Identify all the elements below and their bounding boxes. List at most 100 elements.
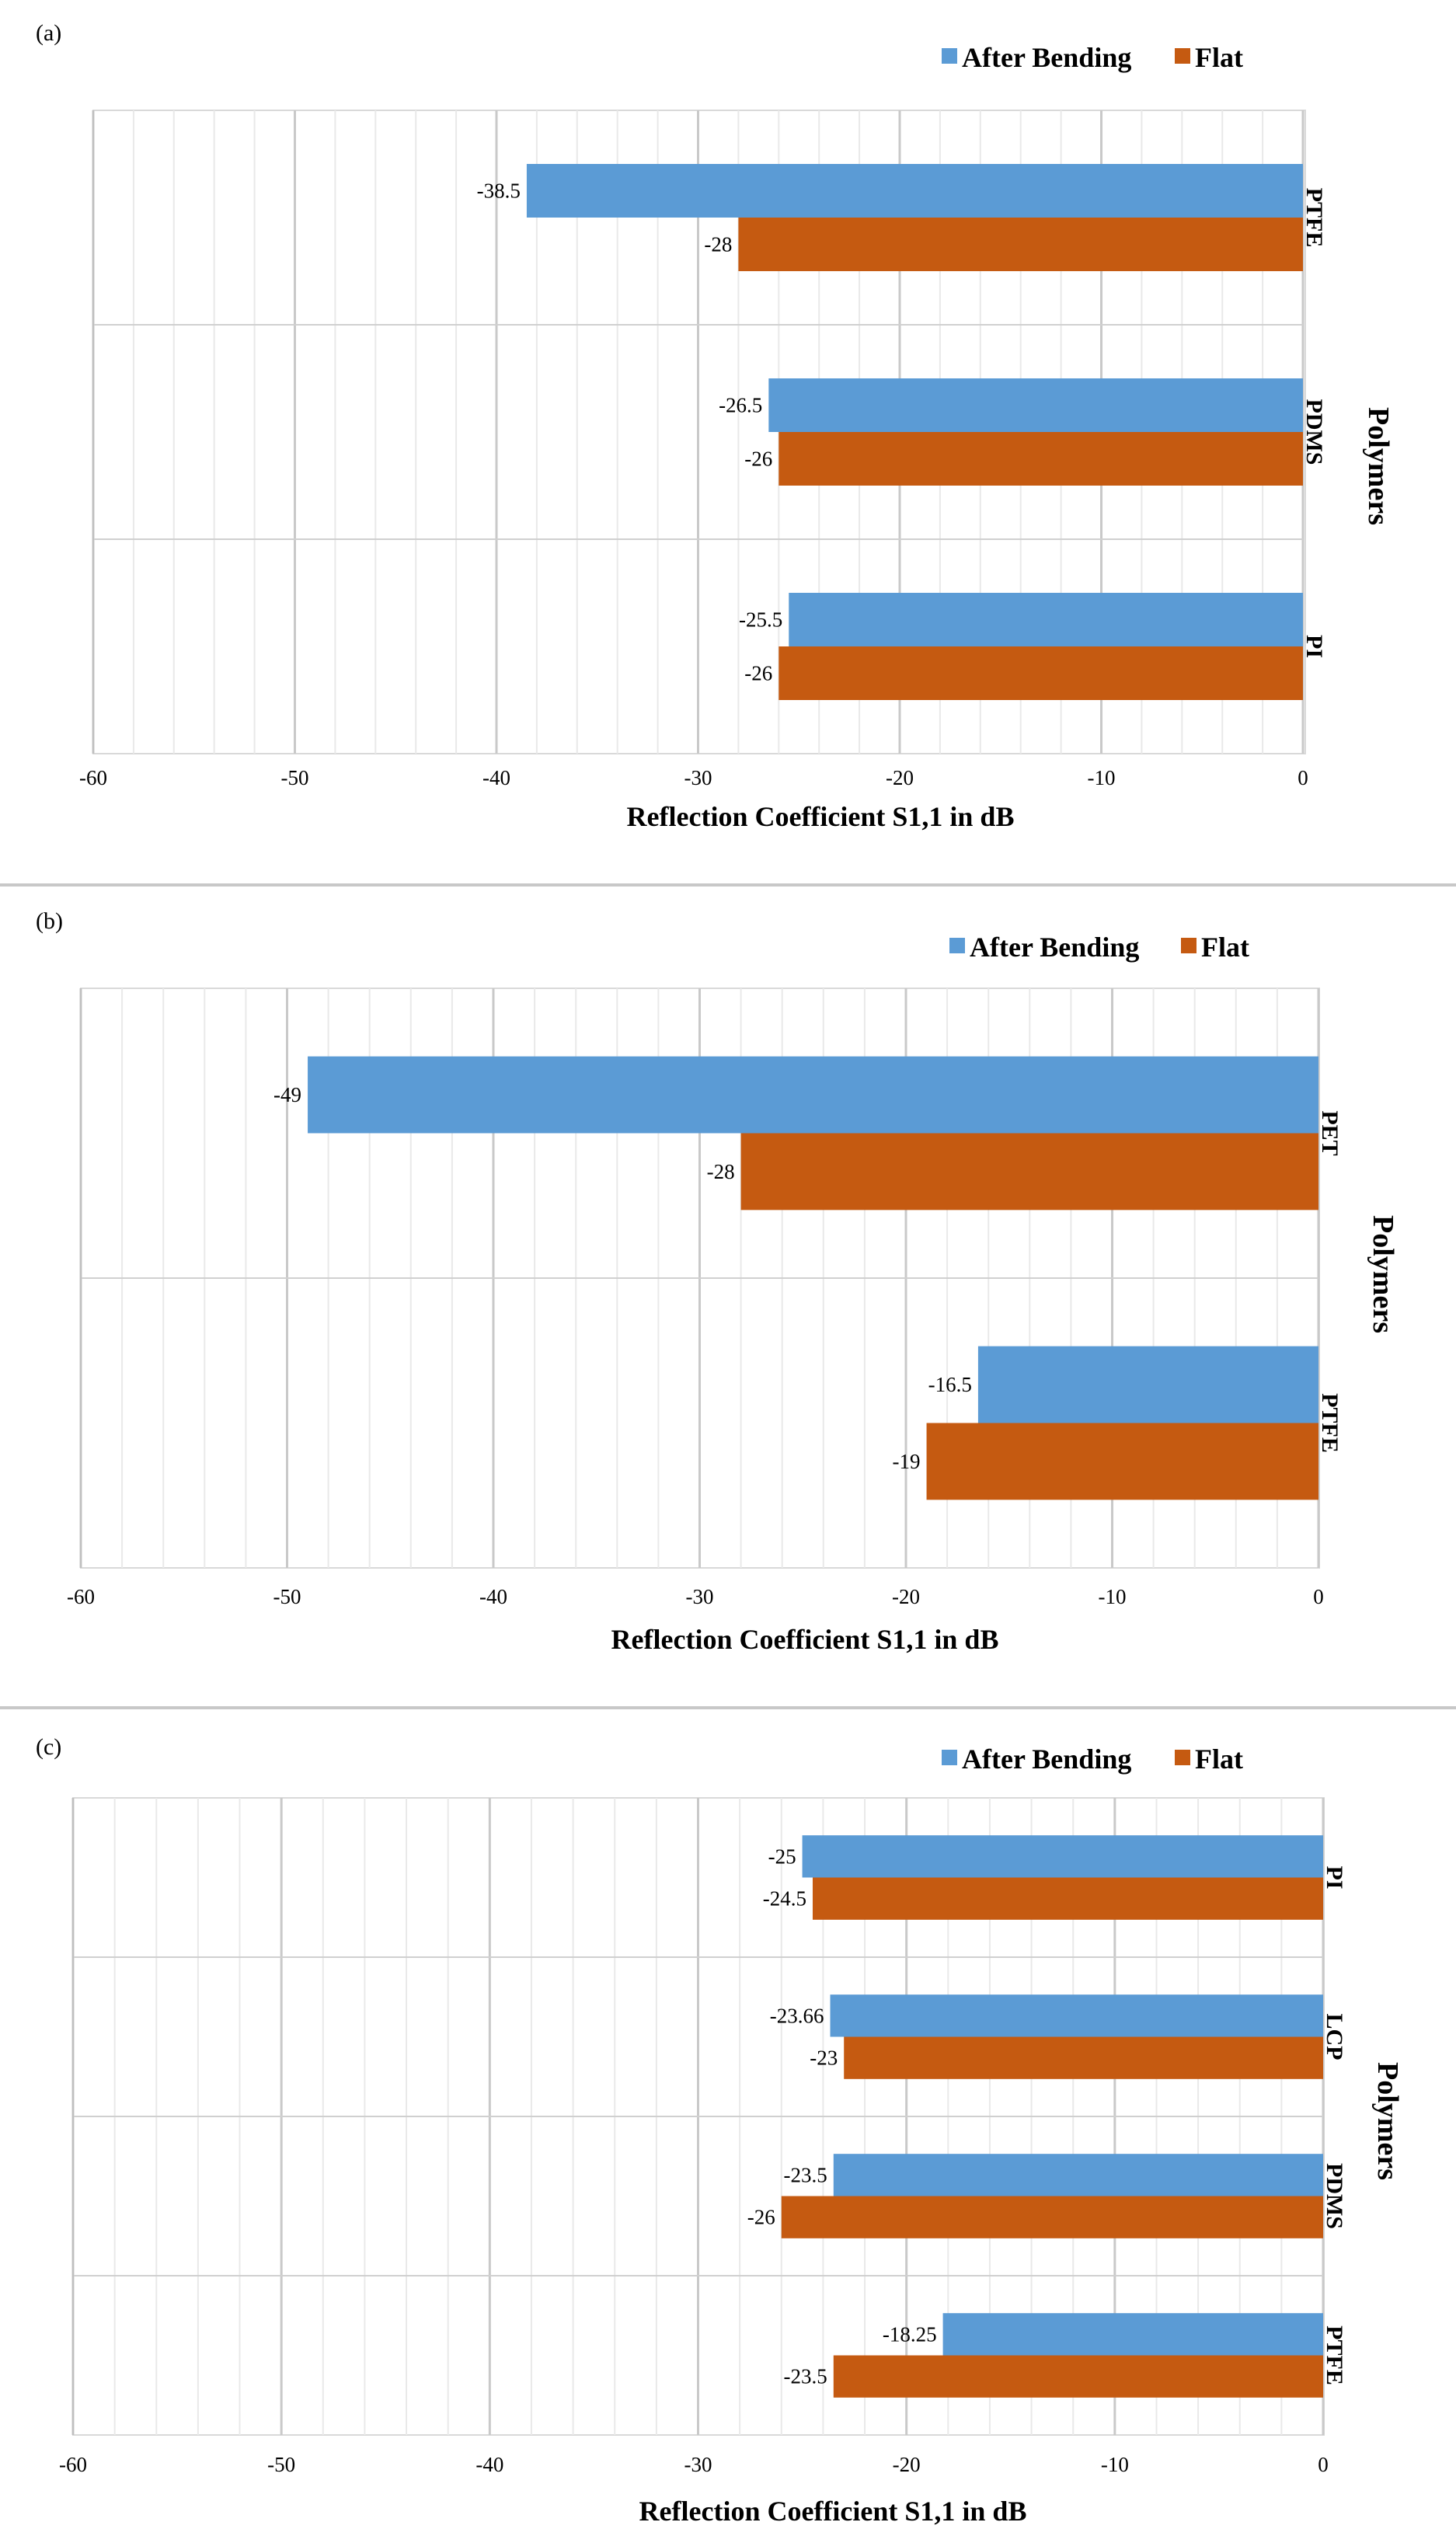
x-tick-label: -40 bbox=[475, 2453, 503, 2476]
bar-after-bending-ptfe bbox=[526, 164, 1303, 218]
chart-panel-c: (c) After Bending Flat -25 -24.5 -23.66 -23… bbox=[36, 1734, 1404, 2527]
data-label: -28 bbox=[704, 233, 732, 256]
data-label: -23.5 bbox=[784, 2365, 827, 2388]
legend: After Bending Flat bbox=[942, 42, 1243, 73]
x-tick-labels: -60 -50 -40 -30 -20 -10 0 bbox=[67, 1585, 1324, 1608]
bar-after-bending-lcp bbox=[830, 1994, 1323, 2037]
bars bbox=[308, 1056, 1318, 1500]
category-label-pdms: PDMS bbox=[1301, 399, 1327, 465]
data-labels: -38.5 -28 -26.5 -26 -25.5 -26 bbox=[477, 179, 783, 685]
x-tick-labels: -60 -50 -40 -30 -20 -10 0 bbox=[79, 766, 1308, 789]
category-labels: PET PTFE bbox=[1317, 1110, 1343, 1453]
gridlines bbox=[71, 1798, 1325, 2435]
data-label: -26 bbox=[747, 2206, 775, 2229]
x-tick-label: 0 bbox=[1318, 2453, 1329, 2476]
x-tick-label: -50 bbox=[267, 2453, 295, 2476]
legend-label-after-bending: After Bending bbox=[970, 932, 1139, 963]
data-label: -19 bbox=[893, 1450, 921, 1473]
x-axis-title: Reflection Coefficient S1,1 in dB bbox=[611, 1624, 999, 1655]
data-label: -25.5 bbox=[739, 608, 782, 632]
x-tick-label: -50 bbox=[281, 766, 309, 789]
x-tick-label: -20 bbox=[892, 1585, 920, 1608]
x-tick-label: -30 bbox=[684, 2453, 712, 2476]
chart-panel-b: (b) After Bending Flat -49 -28 -16.5 -19 PE… bbox=[36, 908, 1399, 1655]
legend-swatch-flat bbox=[1181, 938, 1196, 953]
x-tick-label: -10 bbox=[1101, 2453, 1129, 2476]
bar-after-bending-ptfe bbox=[977, 1346, 1318, 1423]
bar-after-bending-pet bbox=[308, 1056, 1318, 1134]
bar-after-bending-pi bbox=[802, 1835, 1323, 1878]
legend-label-after-bending: After Bending bbox=[962, 1744, 1131, 1775]
legend: After Bending Flat bbox=[949, 932, 1249, 963]
chart-panel-a: (a) After Bending Flat -38.5-28-26.5-26-… bbox=[36, 20, 1395, 832]
x-tick-labels: -60 -50 -40 -30 -20 -10 0 bbox=[59, 2453, 1329, 2476]
category-label-ptfe: PTFE bbox=[1317, 1393, 1343, 1453]
category-label-pi: PI bbox=[1301, 635, 1327, 658]
y-axis-title: Polymers bbox=[1362, 407, 1395, 525]
x-tick-label: -30 bbox=[686, 1585, 714, 1608]
data-label: -18.25 bbox=[883, 2322, 937, 2346]
x-tick-label: -20 bbox=[886, 766, 914, 789]
legend-swatch-after-bending bbox=[949, 938, 965, 953]
x-axis-title: Reflection Coefficient S1,1 in dB bbox=[627, 801, 1015, 832]
data-label: -16.5 bbox=[928, 1373, 972, 1396]
category-label-pdms: PDMS bbox=[1322, 2163, 1347, 2229]
data-label: -23.5 bbox=[784, 2163, 827, 2186]
panel-label: (b) bbox=[36, 908, 63, 934]
data-labels: -49 -28 -16.5 -19 bbox=[273, 1083, 972, 1473]
x-tick-label: -40 bbox=[482, 766, 510, 789]
data-label: -38.5 bbox=[477, 179, 521, 203]
data-label: -25 bbox=[768, 1845, 796, 1868]
panel-label: (c) bbox=[36, 1734, 61, 1760]
bar-flat-lcp bbox=[844, 2036, 1323, 2079]
category-label-pi: PI bbox=[1322, 1866, 1347, 1890]
data-label: -28 bbox=[707, 1160, 735, 1183]
bar-after-bending-ptfe bbox=[942, 2313, 1323, 2356]
legend-label-flat: Flat bbox=[1195, 1744, 1243, 1775]
data-label: -24.5 bbox=[763, 1887, 806, 1911]
legend-label-flat: Flat bbox=[1201, 932, 1249, 963]
bar-flat-pi bbox=[779, 646, 1303, 700]
bar-after-bending-pdms bbox=[768, 378, 1303, 432]
bar-flat-pi bbox=[812, 1877, 1323, 1920]
category-label-pet: PET bbox=[1317, 1110, 1343, 1155]
y-axis-title: Polymers bbox=[1371, 2062, 1404, 2180]
bar-after-bending-pdms bbox=[833, 2154, 1323, 2196]
data-label: -26 bbox=[744, 662, 772, 685]
legend-swatch-flat bbox=[1175, 1750, 1190, 1765]
x-tick-label: -10 bbox=[1099, 1585, 1127, 1608]
x-tick-label: 0 bbox=[1298, 766, 1308, 789]
x-tick-label: -20 bbox=[893, 2453, 921, 2476]
x-tick-label: -10 bbox=[1088, 766, 1116, 789]
x-axis-title: Reflection Coefficient S1,1 in dB bbox=[639, 2496, 1027, 2527]
data-label: -26.5 bbox=[719, 394, 762, 417]
data-label: -23.66 bbox=[770, 2004, 824, 2027]
bar-after-bending-pi bbox=[789, 593, 1303, 646]
bar-flat-ptfe bbox=[833, 2355, 1323, 2398]
bar-flat-pdms bbox=[779, 432, 1303, 486]
x-tick-label: 0 bbox=[1313, 1585, 1324, 1608]
data-label: -49 bbox=[273, 1083, 301, 1106]
legend-swatch-after-bending bbox=[942, 48, 957, 64]
legend-swatch-flat bbox=[1175, 48, 1190, 64]
data-label: -23 bbox=[810, 2047, 838, 2070]
bars bbox=[781, 1835, 1323, 2398]
bar-flat-ptfe bbox=[738, 218, 1303, 271]
x-tick-label: -30 bbox=[684, 766, 712, 789]
y-axis-title: Polymers bbox=[1367, 1215, 1399, 1333]
category-label-ptfe: PTFE bbox=[1301, 188, 1327, 248]
bars bbox=[526, 164, 1303, 700]
legend-label-flat: Flat bbox=[1195, 42, 1243, 73]
category-label-ptfe: PTFE bbox=[1322, 2325, 1347, 2385]
legend-label-after-bending: After Bending bbox=[962, 42, 1131, 73]
data-labels: -25 -24.5 -23.66 -23 -23.5 -26 -18.25 -23.5 bbox=[747, 1845, 937, 2388]
category-labels: PI LCP PDMS PTFE bbox=[1322, 1866, 1347, 2385]
x-tick-label: -40 bbox=[479, 1585, 507, 1608]
data-label: -26 bbox=[744, 448, 772, 471]
panel-label: (a) bbox=[36, 20, 61, 46]
x-tick-label: -60 bbox=[67, 1585, 95, 1608]
legend: After Bending Flat bbox=[942, 1744, 1243, 1775]
bar-flat-ptfe bbox=[926, 1423, 1318, 1500]
x-tick-label: -50 bbox=[273, 1585, 301, 1608]
